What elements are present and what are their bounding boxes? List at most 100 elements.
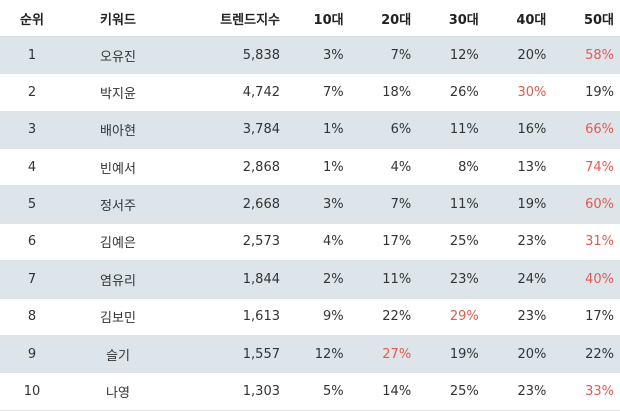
cell-age-20: 4% bbox=[390, 159, 412, 175]
cell-age-10: 3% bbox=[322, 197, 344, 213]
header-trend-index: 트렌드지수 bbox=[220, 12, 280, 28]
cell-age-20: 27% bbox=[382, 346, 412, 362]
cell-keyword: 박지윤 bbox=[100, 87, 136, 103]
cell-age-50: 66% bbox=[585, 122, 614, 138]
cell-age-40: 19% bbox=[517, 197, 547, 213]
table-body: 1 오유진 5,838 3% 7% 12% 20% 58% 2 박지윤 4,742 7% 18% 26% 3… bbox=[0, 36, 620, 411]
cell-trend-index: 1,613 bbox=[242, 309, 280, 325]
cell-keyword: 오유진 bbox=[100, 49, 136, 65]
cell-age-30: 11% bbox=[449, 122, 479, 138]
cell-age-40: 23% bbox=[517, 309, 547, 325]
cell-age-50: 33% bbox=[585, 383, 614, 399]
cell-age-20: 18% bbox=[382, 85, 412, 101]
cell-age-50: 31% bbox=[585, 234, 614, 250]
cell-age-20: 6% bbox=[390, 122, 412, 138]
cell-keyword: 빈예서 bbox=[100, 161, 136, 177]
cell-rank: 3 bbox=[27, 122, 37, 138]
cell-trend-index: 3,784 bbox=[242, 122, 280, 138]
cell-age-30: 25% bbox=[449, 234, 479, 250]
cell-trend-index: 4,742 bbox=[242, 85, 280, 101]
cell-rank: 6 bbox=[27, 234, 37, 250]
cell-age-50: 58% bbox=[585, 47, 614, 63]
header-age-30: 30대 bbox=[448, 12, 479, 28]
header-keyword: 키워드 bbox=[100, 12, 136, 28]
table-row: 1 오유진 5,838 3% 7% 12% 20% 58% bbox=[0, 36, 620, 74]
cell-age-30: 11% bbox=[449, 197, 479, 213]
cell-keyword: 염유리 bbox=[100, 273, 136, 289]
cell-age-10: 9% bbox=[322, 309, 344, 325]
cell-trend-index: 1,557 bbox=[242, 346, 280, 362]
cell-age-40: 23% bbox=[517, 234, 547, 250]
cell-age-50: 22% bbox=[585, 346, 614, 362]
cell-age-30: 26% bbox=[449, 85, 479, 101]
cell-age-10: 1% bbox=[322, 122, 344, 138]
cell-age-30: 8% bbox=[458, 159, 479, 175]
cell-age-50: 74% bbox=[585, 159, 614, 175]
cell-age-10: 5% bbox=[322, 383, 344, 399]
header-age-50: 50대 bbox=[583, 12, 614, 28]
cell-age-40: 30% bbox=[517, 85, 547, 101]
cell-keyword: 정서주 bbox=[100, 199, 136, 215]
cell-trend-index: 2,868 bbox=[242, 159, 280, 175]
cell-age-10: 12% bbox=[314, 346, 344, 362]
cell-rank: 2 bbox=[27, 85, 37, 101]
cell-age-40: 24% bbox=[517, 271, 547, 287]
cell-age-40: 20% bbox=[517, 346, 547, 362]
cell-age-20: 22% bbox=[382, 309, 412, 325]
cell-age-10: 2% bbox=[322, 271, 344, 287]
cell-age-30: 29% bbox=[449, 309, 479, 325]
cell-age-40: 23% bbox=[517, 383, 547, 399]
cell-age-20: 17% bbox=[382, 234, 412, 250]
cell-rank: 1 bbox=[27, 47, 37, 63]
table-row: 3 배아현 3,784 1% 6% 11% 16% 66% bbox=[0, 111, 620, 149]
table-row: 9 슬기 1,557 12% 27% 19% 20% 22% bbox=[0, 335, 620, 373]
cell-trend-index: 1,303 bbox=[242, 383, 280, 399]
table-row: 10 나영 1,303 5% 14% 25% 23% 33% bbox=[0, 373, 620, 411]
header-rank: 순위 bbox=[20, 12, 44, 28]
table-row: 7 염유리 1,844 2% 11% 23% 24% 40% bbox=[0, 260, 620, 299]
cell-trend-index: 1,844 bbox=[242, 271, 280, 287]
cell-rank: 7 bbox=[27, 271, 37, 287]
cell-age-40: 16% bbox=[517, 122, 547, 138]
cell-age-30: 19% bbox=[449, 346, 479, 362]
cell-age-10: 1% bbox=[322, 159, 344, 175]
cell-trend-index: 2,668 bbox=[242, 197, 280, 213]
table-row: 8 김보민 1,613 9% 22% 29% 23% 17% bbox=[0, 298, 620, 336]
table-row: 5 정서주 2,668 3% 7% 11% 19% 60% bbox=[0, 185, 620, 224]
cell-age-30: 12% bbox=[449, 47, 479, 63]
cell-rank: 8 bbox=[27, 309, 37, 325]
table-row: 6 김예은 2,573 4% 17% 25% 23% 31% bbox=[0, 223, 620, 261]
cell-keyword: 슬기 bbox=[106, 348, 130, 364]
cell-age-40: 13% bbox=[517, 159, 547, 175]
cell-age-30: 25% bbox=[449, 383, 479, 399]
cell-age-50: 19% bbox=[585, 85, 614, 101]
cell-keyword: 김예은 bbox=[100, 236, 136, 252]
cell-age-20: 7% bbox=[390, 197, 412, 213]
cell-rank: 4 bbox=[27, 159, 37, 175]
table-row: 4 빈예서 2,868 1% 4% 8% 13% 74% bbox=[0, 149, 620, 186]
cell-age-20: 11% bbox=[382, 271, 412, 287]
header-age-40: 40대 bbox=[516, 12, 547, 28]
header-age-20: 20대 bbox=[381, 12, 412, 28]
cell-age-20: 7% bbox=[390, 47, 412, 63]
cell-keyword: 김보민 bbox=[100, 311, 136, 327]
cell-age-10: 4% bbox=[322, 234, 344, 250]
cell-trend-index: 5,838 bbox=[242, 47, 280, 63]
cell-keyword: 배아현 bbox=[100, 124, 136, 140]
cell-trend-index: 2,573 bbox=[242, 234, 280, 250]
cell-rank: 9 bbox=[27, 346, 37, 362]
cell-rank: 10 bbox=[23, 383, 41, 399]
cell-age-20: 14% bbox=[382, 383, 412, 399]
cell-age-40: 20% bbox=[517, 47, 547, 63]
cell-age-50: 17% bbox=[585, 309, 614, 325]
table-header-row: 순위 키워드 트렌드지수 10대 20대 30대 40대 50대 bbox=[0, 0, 620, 37]
cell-keyword: 나영 bbox=[106, 385, 130, 401]
table-row: 2 박지윤 4,742 7% 18% 26% 30% 19% bbox=[0, 74, 620, 112]
cell-age-50: 60% bbox=[585, 197, 614, 213]
cell-age-10: 7% bbox=[322, 85, 344, 101]
cell-age-50: 40% bbox=[585, 271, 614, 287]
cell-rank: 5 bbox=[27, 197, 37, 213]
cell-age-30: 23% bbox=[449, 271, 479, 287]
header-age-10: 10대 bbox=[313, 12, 344, 28]
